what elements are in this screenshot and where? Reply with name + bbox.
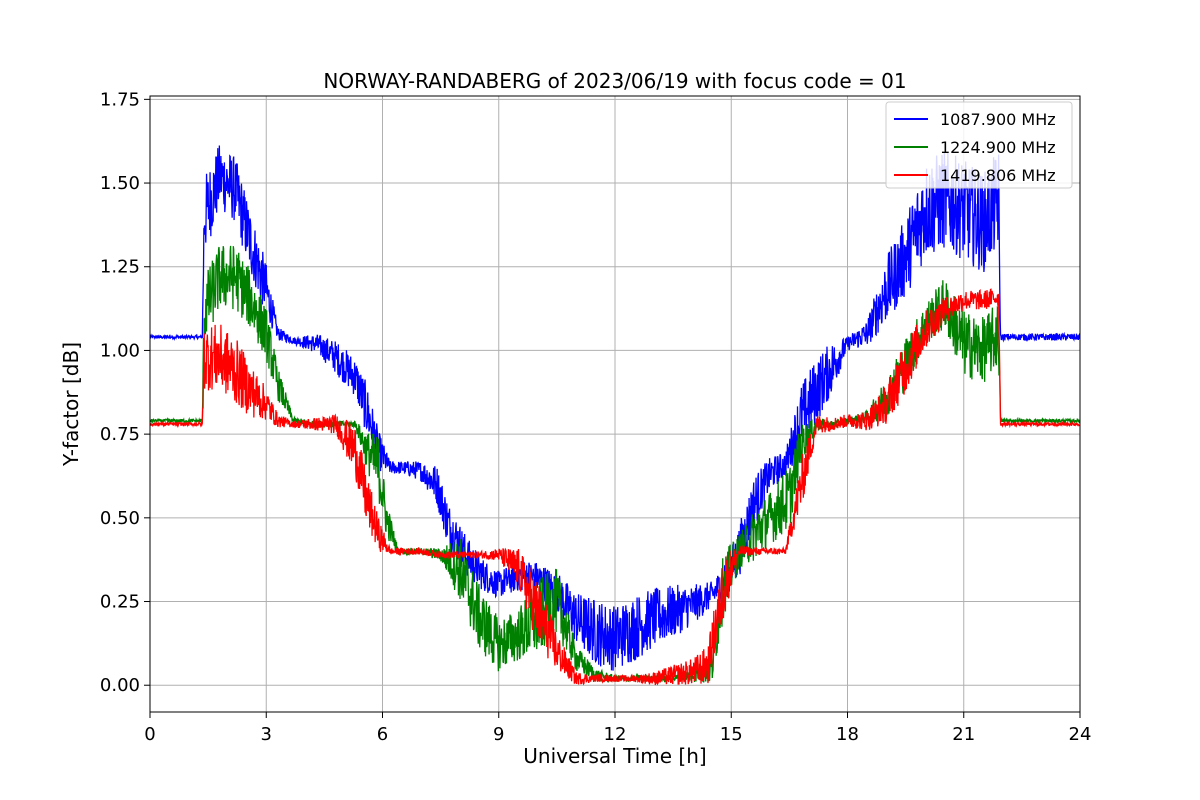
y-tick-label: 1.75 — [100, 89, 140, 110]
y-axis-label: Y-factor [dB] — [59, 342, 83, 467]
x-tick-label: 12 — [604, 724, 627, 745]
x-tick-label: 6 — [377, 724, 388, 745]
legend-entry-label: 1087.900 MHz — [940, 110, 1056, 129]
y-tick-label: 1.25 — [100, 257, 140, 278]
y-tick-label: 0.75 — [100, 424, 140, 445]
ticks-layer: 0 3 6 9 12 15 18 21 24 0.00 0.25 0.50 0.75 1.00 1.25 1.… — [100, 89, 1092, 745]
x-tick-label: 0 — [144, 724, 155, 745]
y-tick-label: 0.50 — [100, 508, 140, 529]
x-axis-label: Universal Time [h] — [523, 744, 706, 768]
y-tick-label: 1.50 — [100, 173, 140, 194]
legend: 1087.900 MHz 1224.900 MHz 1419.806 MHz — [885, 101, 1073, 189]
series-line-1 — [150, 145, 1080, 671]
y-tick-label: 0.25 — [100, 592, 140, 613]
series-line-3 — [150, 288, 1080, 686]
x-tick-label: 18 — [836, 724, 859, 745]
x-tick-label: 24 — [1069, 724, 1092, 745]
series-layer — [150, 145, 1080, 686]
legend-entry-label: 1224.900 MHz — [940, 138, 1056, 157]
legend-box — [885, 101, 1073, 189]
y-tick-label: 0.00 — [100, 675, 140, 696]
y-tick-label: 1.00 — [100, 340, 140, 361]
x-tick-label: 15 — [720, 724, 743, 745]
x-tick-label: 21 — [952, 724, 975, 745]
legend-entry-label: 1419.806 MHz — [940, 166, 1056, 185]
x-tick-label: 3 — [261, 724, 272, 745]
legend-items: 1087.900 MHz 1224.900 MHz 1419.806 MHz — [894, 110, 1056, 185]
x-tick-label: 9 — [493, 724, 504, 745]
chart-title: NORWAY-RANDABERG of 2023/06/19 with focu… — [323, 69, 906, 93]
